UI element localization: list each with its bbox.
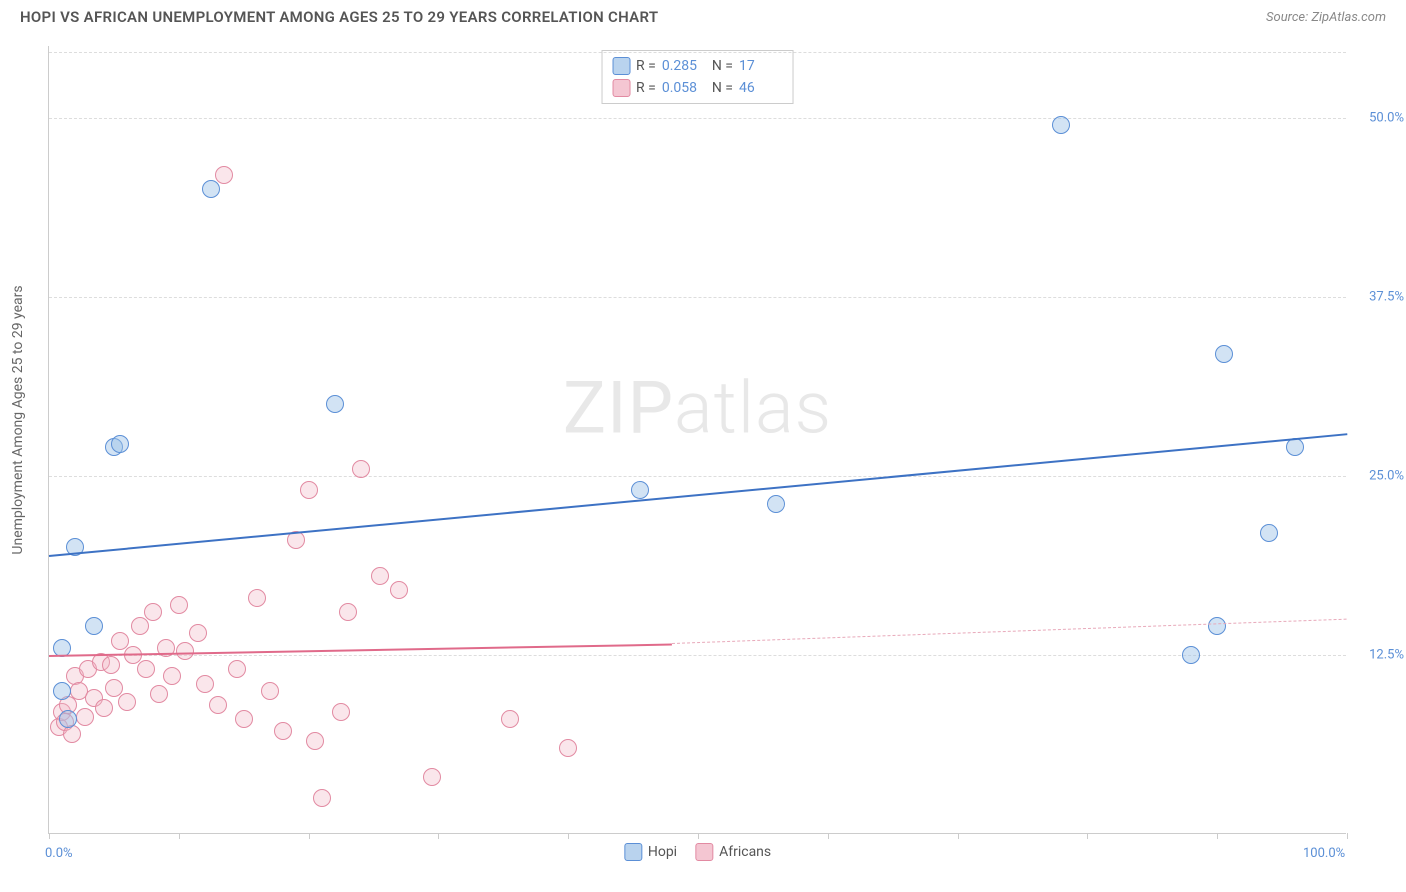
data-point [144, 603, 162, 621]
data-point [1052, 116, 1070, 134]
data-point [339, 603, 357, 621]
x-tick [1217, 833, 1218, 839]
data-point [76, 708, 94, 726]
data-point [85, 617, 103, 635]
data-point [59, 710, 77, 728]
data-point [202, 180, 220, 198]
data-point [235, 710, 253, 728]
data-point [631, 481, 649, 499]
data-point [1182, 646, 1200, 664]
trend-line [49, 433, 1347, 557]
gridline [49, 52, 1346, 53]
trend-line [672, 619, 1347, 644]
data-point [111, 435, 129, 453]
x-axis-label: 100.0% [1303, 846, 1345, 861]
data-point [390, 581, 408, 599]
data-point [215, 166, 233, 184]
data-point [176, 642, 194, 660]
gridline [49, 655, 1346, 656]
x-tick [828, 833, 829, 839]
data-point [501, 710, 519, 728]
data-point [131, 617, 149, 635]
data-point [559, 739, 577, 757]
series-legend: Hopi Africans [624, 843, 771, 861]
legend-row-africans: R = 0.058 N = 46 [612, 77, 783, 99]
data-point [332, 703, 350, 721]
data-point [102, 656, 120, 674]
x-tick [49, 833, 50, 839]
data-point [209, 696, 227, 714]
swatch-hopi [624, 843, 642, 861]
swatch-hopi [612, 57, 630, 75]
data-point [163, 667, 181, 685]
source-attribution: Source: ZipAtlas.com [1266, 10, 1386, 25]
y-axis-label: Unemployment Among Ages 25 to 29 years [10, 285, 26, 554]
watermark: ZIPatlas [563, 366, 832, 451]
chart-title: HOPI VS AFRICAN UNEMPLOYMENT AMONG AGES … [20, 8, 658, 26]
gridline [49, 118, 1346, 119]
y-tick-label: 37.5% [1369, 289, 1404, 304]
data-point [1215, 345, 1233, 363]
x-tick [309, 833, 310, 839]
data-point [352, 460, 370, 478]
data-point [196, 675, 214, 693]
x-tick [568, 833, 569, 839]
legend-row-hopi: R = 0.285 N = 17 [612, 55, 783, 77]
correlation-legend: R = 0.285 N = 17 R = 0.058 N = 46 [601, 50, 794, 104]
data-point [274, 722, 292, 740]
data-point [423, 768, 441, 786]
x-axis-label: 0.0% [45, 846, 73, 861]
gridline [49, 476, 1346, 477]
y-tick-label: 12.5% [1369, 647, 1404, 662]
data-point [170, 596, 188, 614]
data-point [326, 395, 344, 413]
gridline [49, 297, 1346, 298]
x-tick [1347, 833, 1348, 839]
data-point [1286, 438, 1304, 456]
data-point [137, 660, 155, 678]
data-point [371, 567, 389, 585]
data-point [300, 481, 318, 499]
x-tick [179, 833, 180, 839]
legend-item-hopi: Hopi [624, 843, 677, 861]
data-point [150, 685, 168, 703]
data-point [53, 682, 71, 700]
x-tick [438, 833, 439, 839]
data-point [105, 679, 123, 697]
scatter-chart: ZIPatlas R = 0.285 N = 17 R = 0.058 N = … [48, 46, 1346, 834]
y-tick-label: 25.0% [1369, 468, 1404, 483]
swatch-africans [612, 79, 630, 97]
data-point [95, 699, 113, 717]
x-tick [698, 833, 699, 839]
x-tick [958, 833, 959, 839]
data-point [248, 589, 266, 607]
data-point [306, 732, 324, 750]
data-point [111, 632, 129, 650]
x-tick [1087, 833, 1088, 839]
data-point [118, 693, 136, 711]
data-point [228, 660, 246, 678]
data-point [767, 495, 785, 513]
data-point [313, 789, 331, 807]
y-tick-label: 50.0% [1369, 110, 1404, 125]
legend-item-africans: Africans [695, 843, 771, 861]
data-point [189, 624, 207, 642]
swatch-africans [695, 843, 713, 861]
data-point [1260, 524, 1278, 542]
data-point [261, 682, 279, 700]
data-point [1208, 617, 1226, 635]
